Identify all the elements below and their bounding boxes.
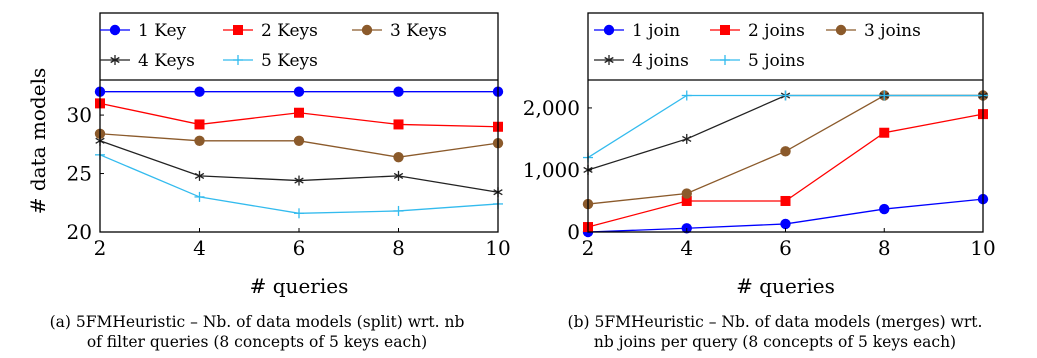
- chart-b: 1 join 2 joins 3 joins 4 joins 5 joins 2 4 6 8 10…: [523, 12, 996, 298]
- y-axis-label: # data models: [26, 68, 50, 214]
- series-line: [587, 113, 984, 228]
- data-point: [194, 170, 205, 181]
- legend-entry: 1 join: [594, 21, 680, 41]
- legend-marker: [835, 24, 847, 36]
- data-point: [393, 151, 404, 163]
- legend-marker: [361, 24, 373, 36]
- data-point: [294, 208, 304, 219]
- x-tick-label: 4: [193, 236, 206, 260]
- plot-frame: [99, 12, 499, 233]
- data-point: [879, 90, 890, 101]
- data-point: [780, 90, 791, 101]
- legend-label: 4 joins: [632, 51, 689, 71]
- legend-label: 4 Keys: [138, 51, 195, 71]
- y-tick-label: 25: [67, 162, 92, 186]
- data-point: [879, 203, 890, 215]
- data-point: [293, 86, 305, 97]
- data-point: [681, 195, 692, 206]
- data-point: [194, 119, 205, 130]
- data-point: [194, 135, 205, 146]
- series-3: [582, 90, 989, 210]
- legend-marker: [233, 55, 243, 65]
- legend-entry: 3 Keys: [352, 21, 447, 41]
- legend-label: 1 Key: [138, 21, 187, 41]
- data-point: [194, 86, 205, 97]
- legend-marker: [233, 25, 243, 35]
- legend-entry: 2 Keys: [223, 21, 318, 41]
- series-1: [94, 86, 504, 97]
- data-point: [780, 146, 791, 157]
- data-point: [393, 119, 404, 130]
- data-point: [393, 205, 404, 216]
- legend-label: 2 joins: [748, 21, 805, 41]
- x-tick-label: 2: [582, 236, 595, 260]
- x-tick-label: 8: [392, 236, 405, 260]
- caption-a-line-1: (a) 5FMHeuristic – Nb. of data models (s…: [49, 313, 465, 331]
- legend-marker: [109, 24, 121, 36]
- data-point: [682, 133, 692, 144]
- data-point: [879, 127, 890, 138]
- series-2: [583, 109, 988, 233]
- caption-a-line-2: of filter queries (8 concepts of 5 keys …: [86, 333, 428, 351]
- legend-entry: 1 Key: [100, 21, 187, 41]
- legend-entry: 5 Keys: [223, 51, 318, 71]
- legend-marker: [720, 55, 730, 65]
- y-tick-label: 0: [567, 220, 580, 244]
- x-tick-label: 10: [970, 236, 995, 260]
- series-4: [583, 90, 988, 175]
- caption-b-line-2: nb joins per query (8 concepts of 5 keys…: [593, 333, 957, 351]
- x-tick-label: 6: [293, 236, 306, 260]
- data-point: [294, 175, 304, 186]
- x-tick-label: 2: [94, 236, 107, 260]
- legend-entry: 4 joins: [594, 51, 689, 71]
- series-2: [95, 98, 503, 132]
- data-point: [293, 135, 305, 146]
- y-tick-label: 1,000: [523, 158, 580, 182]
- legend-entry: 4 Keys: [100, 51, 195, 71]
- data-point: [294, 107, 304, 118]
- caption-b-line-1: (b) 5FMHeuristic – Nb. of data models (m…: [567, 313, 983, 331]
- legend-label: 3 Keys: [390, 21, 447, 41]
- x-axis-label: # queries: [736, 274, 835, 298]
- data-point: [780, 195, 791, 206]
- x-tick-label: 10: [485, 236, 510, 260]
- legend-entry: 3 joins: [826, 21, 921, 41]
- legend-label: 3 joins: [864, 21, 921, 41]
- data-point: [393, 170, 404, 181]
- legend-marker: [603, 24, 615, 36]
- legend-label: 2 Keys: [261, 21, 318, 41]
- data-point: [194, 191, 205, 202]
- x-tick-label: 8: [878, 236, 891, 260]
- series-3: [94, 128, 504, 163]
- y-tick-label: 30: [67, 103, 92, 127]
- caption-a: (a) 5FMHeuristic – Nb. of data models (s…: [2, 312, 512, 352]
- legend-marker: [604, 55, 614, 65]
- chart-a: 1 Key 2 Keys 3 Keys 4 Keys 5 Keys 2 4 6 8 10 20 25 3…: [26, 12, 511, 298]
- x-tick-label: 6: [779, 236, 792, 260]
- data-point: [780, 218, 791, 230]
- legend-marker: [110, 55, 120, 65]
- y-tick-label: 20: [67, 220, 92, 244]
- legend-entry: 5 joins: [710, 51, 805, 71]
- legend-label: 5 joins: [748, 51, 805, 71]
- data-point: [681, 90, 692, 101]
- caption-b: (b) 5FMHeuristic – Nb. of data models (m…: [520, 312, 1030, 352]
- legend-label: 1 join: [632, 21, 680, 41]
- data-point: [393, 86, 404, 97]
- legend-entry: 2 joins: [710, 21, 805, 41]
- legend-marker: [720, 25, 730, 35]
- legend-label: 5 Keys: [261, 51, 318, 71]
- x-axis-label: # queries: [250, 274, 349, 298]
- y-tick-label: 2,000: [523, 96, 580, 120]
- data-point: [681, 188, 692, 199]
- x-tick-label: 4: [680, 236, 693, 260]
- series-line: [587, 94, 983, 171]
